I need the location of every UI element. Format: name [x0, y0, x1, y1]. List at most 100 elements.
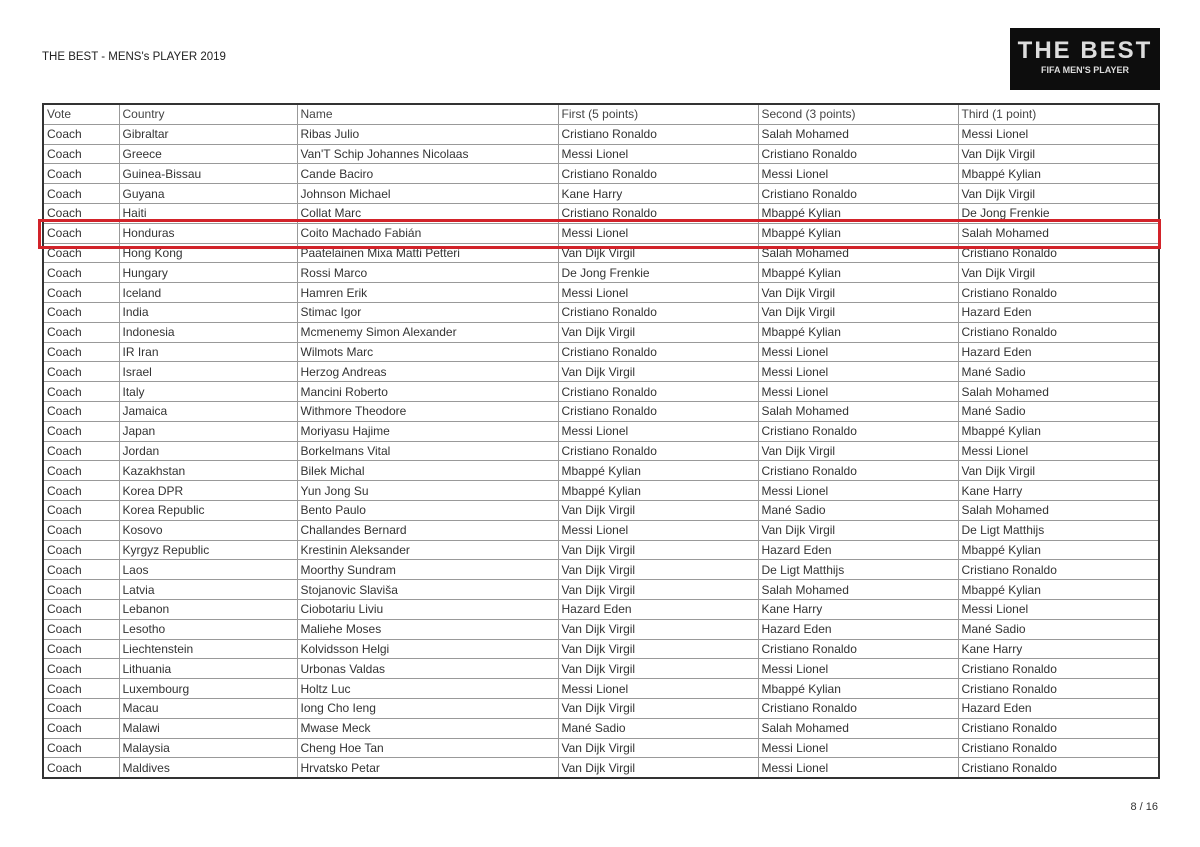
cell-country: Hungary — [118, 262, 298, 284]
cell-second: Messi Lionel — [757, 381, 959, 402]
header-vote: Vote — [42, 103, 120, 125]
cell-third: Messi Lionel — [957, 440, 1160, 462]
cell-name: Bento Paulo — [296, 499, 559, 521]
cell-name: Yun Jong Su — [296, 480, 559, 501]
cell-name: Challandes Bernard — [296, 519, 559, 541]
table-row: Coach Lesotho Maliehe Moses Van Dijk Virgil… — [42, 618, 1160, 640]
cell-country: Hong Kong — [118, 242, 298, 264]
cell-name: Moorthy Sundram — [296, 559, 559, 581]
cell-vote: Coach — [42, 757, 120, 779]
cell-second: Messi Lionel — [757, 341, 959, 363]
cell-country: Laos — [118, 559, 298, 581]
table-row: Coach Luxembourg Holtz Luc Messi Lionel Mbap… — [42, 678, 1160, 699]
cell-second: Salah Mohamed — [757, 123, 959, 145]
table-row: Coach Jamaica Withmore Theodore Cristiano R… — [42, 400, 1160, 422]
cell-third: Cristiano Ronaldo — [957, 717, 1160, 739]
cell-country: Honduras — [118, 222, 298, 244]
cell-country: Latvia — [118, 579, 298, 600]
cell-second: Salah Mohamed — [757, 717, 959, 739]
cell-name: Mcmenemy Simon Alexander — [296, 321, 559, 343]
cell-first: Messi Lionel — [557, 222, 759, 244]
cell-second: Salah Mohamed — [757, 579, 959, 600]
table-row: Coach Hungary Rossi Marco De Jong Frenkie Mb… — [42, 262, 1160, 284]
cell-country: Lesotho — [118, 618, 298, 640]
cell-country: Jamaica — [118, 400, 298, 422]
cell-third: Messi Lionel — [957, 123, 1160, 145]
table-row: Coach Maldives Hrvatsko Petar Van Dijk Virg… — [42, 757, 1160, 779]
cell-third: Salah Mohamed — [957, 499, 1160, 521]
cell-name: Collat Marc — [296, 202, 559, 224]
cell-second: Mbappé Kylian — [757, 262, 959, 284]
cell-third: Van Dijk Virgil — [957, 143, 1160, 165]
cell-vote: Coach — [42, 143, 120, 165]
cell-third: Cristiano Ronaldo — [957, 658, 1160, 680]
cell-third: Van Dijk Virgil — [957, 460, 1160, 482]
cell-third: Salah Mohamed — [957, 222, 1160, 244]
cell-second: Messi Lionel — [757, 658, 959, 680]
cell-vote: Coach — [42, 480, 120, 501]
table-row: Coach Kyrgyz Republic Krestinin Aleksander… — [42, 539, 1160, 561]
cell-third: Cristiano Ronaldo — [957, 757, 1160, 779]
cell-country: Lebanon — [118, 598, 298, 620]
cell-country: IR Iran — [118, 341, 298, 363]
cell-name: Withmore Theodore — [296, 400, 559, 422]
cell-name: Moriyasu Hajime — [296, 420, 559, 442]
cell-vote: Coach — [42, 559, 120, 581]
cell-country: Japan — [118, 420, 298, 442]
cell-country: Jordan — [118, 440, 298, 462]
cell-first: Cristiano Ronaldo — [557, 341, 759, 363]
cell-country: Kosovo — [118, 519, 298, 541]
cell-second: Cristiano Ronaldo — [757, 697, 959, 719]
cell-vote: Coach — [42, 499, 120, 521]
cell-name: Johnson Michael — [296, 183, 559, 204]
cell-vote: Coach — [42, 321, 120, 343]
cell-vote: Coach — [42, 638, 120, 660]
cell-name: Hamren Erik — [296, 282, 559, 303]
cell-first: Messi Lionel — [557, 519, 759, 541]
cell-second: Cristiano Ronaldo — [757, 638, 959, 660]
cell-name: Cheng Hoe Tan — [296, 737, 559, 759]
cell-vote: Coach — [42, 737, 120, 759]
cell-vote: Coach — [42, 618, 120, 640]
cell-first: Van Dijk Virgil — [557, 658, 759, 680]
cell-country: Maldives — [118, 757, 298, 779]
table-row: Coach Laos Moorthy Sundram Van Dijk Virgil D… — [42, 559, 1160, 581]
table-row: Coach Greece Van'T Schip Johannes Nicolaas… — [42, 143, 1160, 165]
cell-country: Lithuania — [118, 658, 298, 680]
table-row: Coach Malawi Mwase Meck Mané Sadio Salah Moh… — [42, 717, 1160, 739]
votes-table: Vote Country Name First (5 points) Second (3… — [42, 103, 1160, 780]
cell-first: Cristiano Ronaldo — [557, 381, 759, 402]
cell-first: Cristiano Ronaldo — [557, 163, 759, 185]
cell-name: Coito Machado Fabián — [296, 222, 559, 244]
table-row: Coach Jordan Borkelmans Vital Cristiano Ron… — [42, 440, 1160, 462]
cell-second: Cristiano Ronaldo — [757, 183, 959, 204]
cell-name: Kolvidsson Helgi — [296, 638, 559, 660]
cell-third: Mané Sadio — [957, 618, 1160, 640]
cell-name: Ciobotariu Liviu — [296, 598, 559, 620]
cell-second: Mané Sadio — [757, 499, 959, 521]
cell-first: Cristiano Ronaldo — [557, 301, 759, 323]
cell-vote: Coach — [42, 598, 120, 620]
cell-second: Messi Lionel — [757, 163, 959, 185]
cell-third: Mbappé Kylian — [957, 579, 1160, 600]
cell-first: Van Dijk Virgil — [557, 361, 759, 383]
cell-first: Cristiano Ronaldo — [557, 123, 759, 145]
cell-third: Hazard Eden — [957, 301, 1160, 323]
table-row: Coach Guyana Johnson Michael Kane Harry Cris… — [42, 183, 1160, 204]
cell-name: Ribas Julio — [296, 123, 559, 145]
table-row: Coach Japan Moriyasu Hajime Messi Lionel Cri… — [42, 420, 1160, 442]
cell-third: Hazard Eden — [957, 697, 1160, 719]
table-row: Coach Macau Iong Cho Ieng Van Dijk Virgil Cr… — [42, 697, 1160, 719]
cell-first: Van Dijk Virgil — [557, 559, 759, 581]
cell-third: Mané Sadio — [957, 400, 1160, 422]
cell-second: Mbappé Kylian — [757, 321, 959, 343]
cell-second: Van Dijk Virgil — [757, 282, 959, 303]
cell-vote: Coach — [42, 440, 120, 462]
table-row: Coach Kazakhstan Bilek Michal Mbappé Kylian… — [42, 460, 1160, 482]
cell-second: Salah Mohamed — [757, 242, 959, 264]
cell-first: Messi Lionel — [557, 678, 759, 699]
cell-vote: Coach — [42, 341, 120, 363]
cell-vote: Coach — [42, 301, 120, 323]
cell-second: Van Dijk Virgil — [757, 519, 959, 541]
cell-country: Kyrgyz Republic — [118, 539, 298, 561]
